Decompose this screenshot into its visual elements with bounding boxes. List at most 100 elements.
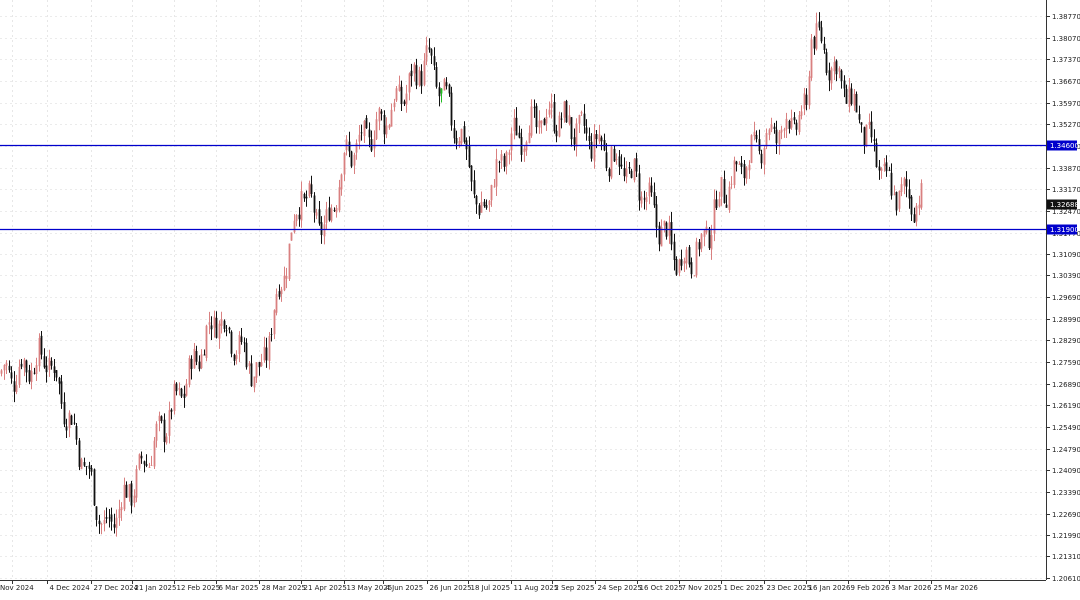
candle-body (790, 118, 793, 128)
candle-body (533, 107, 536, 109)
candle-body (23, 359, 26, 368)
candle-body (33, 372, 36, 374)
candle-body (625, 168, 628, 178)
candle-body (368, 129, 371, 138)
candle-body (700, 234, 703, 249)
candle-body (68, 412, 71, 429)
candle-body (770, 124, 773, 130)
candle-body (95, 506, 98, 520)
candle-body (460, 128, 463, 144)
y-tick-label: 1.33870 (1052, 165, 1080, 173)
candle-body (853, 93, 856, 106)
candle-body (708, 228, 711, 249)
candle-body (530, 106, 533, 136)
candle-body (670, 221, 673, 245)
candle-body (240, 336, 243, 342)
candle-body (560, 118, 563, 120)
candle-body (598, 134, 601, 142)
candle-body (93, 469, 96, 506)
candle-body (223, 320, 226, 329)
candle-body (118, 509, 121, 519)
candle-body (743, 164, 746, 179)
y-tick-label: 1.20610 (1052, 575, 1080, 583)
x-tick-label: 21 Jan 2025 (135, 584, 177, 592)
y-axis-layer: 1.38770 1.38070 1.37370 1.36670 1.35970 1.352… (1046, 13, 1080, 583)
candle-body (713, 199, 716, 234)
candle-body (628, 167, 631, 169)
candle-body (723, 179, 726, 203)
candle-body (325, 209, 328, 223)
candle-body (108, 517, 111, 519)
candle-body (308, 183, 311, 196)
candle-body (453, 128, 456, 139)
candle-body (578, 114, 581, 124)
candle-body (830, 68, 833, 84)
candle-body (415, 65, 418, 86)
candle-body (245, 342, 248, 368)
candle-body (400, 86, 403, 105)
candle-body (145, 463, 148, 466)
candle-body (185, 383, 188, 396)
candle-body (188, 358, 191, 385)
candle-body (583, 113, 586, 126)
candle-body (563, 101, 566, 118)
candle-body (875, 142, 878, 168)
candle-body (353, 154, 356, 166)
candle-body (113, 524, 116, 528)
x-tick-label: 23 Dec 2025 (767, 584, 812, 592)
candle-body (640, 196, 643, 204)
candle-body (813, 36, 816, 49)
candle-body (570, 117, 573, 140)
candle-body (568, 115, 571, 124)
candle-body (565, 100, 568, 123)
candle-body (378, 108, 381, 122)
candle-body (3, 365, 6, 371)
candle-body (808, 76, 811, 106)
candle-body (440, 88, 443, 94)
y-tick-label: 1.33170 (1052, 186, 1080, 194)
candle-body (260, 362, 263, 366)
candle-body (833, 62, 836, 72)
y-tick-label: 1.32470 (1052, 208, 1080, 216)
candle-body (678, 259, 681, 273)
candle-body (528, 132, 531, 144)
candle-body (468, 146, 471, 167)
y-tick-label: 1.27590 (1052, 359, 1080, 367)
candle-body (445, 82, 448, 87)
candle-body (763, 148, 766, 165)
level-price-badge (1047, 224, 1077, 235)
y-tick-label: 1.31090 (1052, 251, 1080, 259)
candle-body (373, 139, 376, 149)
y-tick-label: 1.23390 (1052, 489, 1080, 497)
candle-body (408, 73, 411, 93)
candle-body (730, 183, 733, 185)
candle-body (505, 151, 508, 167)
candle-body (778, 131, 781, 145)
candle-body (45, 365, 48, 373)
candle-body (343, 152, 346, 175)
candle-body (695, 241, 698, 276)
x-tick-label: 4 Jun 2025 (386, 584, 424, 592)
x-tick-label: 24 Sep 2025 (598, 584, 642, 592)
candle-body (463, 126, 466, 142)
candle-body (605, 152, 608, 169)
x-tick-label: Nov 2024 (0, 584, 34, 592)
candle-body (525, 142, 528, 151)
candle-body (395, 88, 398, 101)
candle-body (753, 131, 756, 137)
y-tick-label: 1.26190 (1052, 402, 1080, 410)
candle-body (105, 517, 108, 519)
candle-body (80, 459, 83, 470)
candle-body (890, 172, 893, 196)
candle-body (333, 209, 336, 211)
x-tick-label: 6 Mar 2025 (219, 584, 259, 592)
candle-body (138, 454, 141, 469)
candle-body (233, 354, 236, 361)
candle-body (198, 361, 201, 370)
candle-body (205, 325, 208, 358)
candle-body (688, 247, 691, 265)
candle-body (28, 370, 31, 382)
